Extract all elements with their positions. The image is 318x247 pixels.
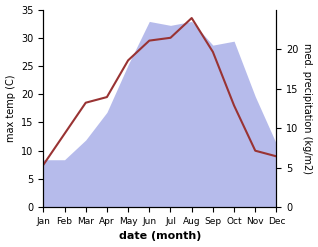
Y-axis label: max temp (C): max temp (C) [5, 75, 16, 142]
Y-axis label: med. precipitation (kg/m2): med. precipitation (kg/m2) [302, 43, 313, 174]
X-axis label: date (month): date (month) [119, 231, 201, 242]
